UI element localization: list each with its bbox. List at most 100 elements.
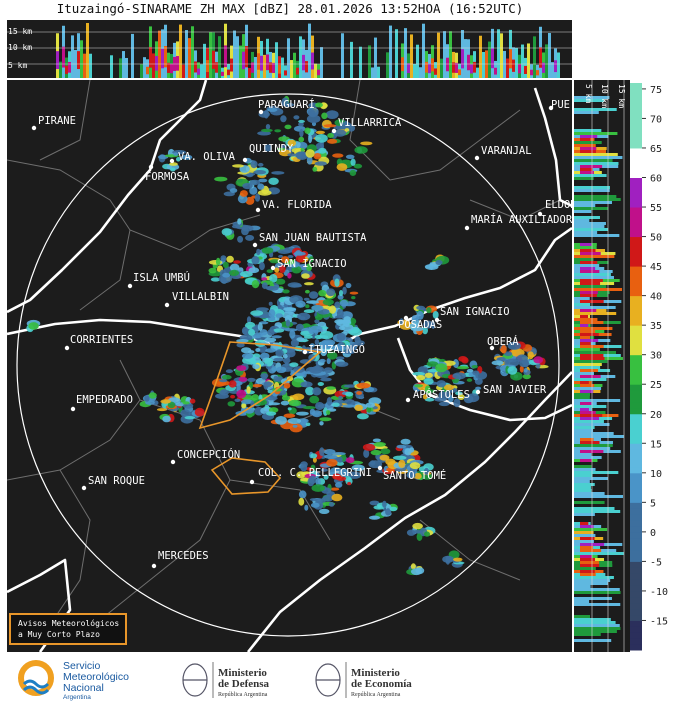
colorbar-tick-label: 5 xyxy=(650,498,656,509)
city-name: SAN JUAN BAUTISTA xyxy=(259,232,367,244)
colorbar-segment xyxy=(630,620,642,627)
echo-core xyxy=(580,321,604,324)
colorbar-segment xyxy=(630,301,642,308)
echo-row xyxy=(574,495,624,498)
echo xyxy=(305,304,310,309)
echo xyxy=(415,567,425,575)
echo xyxy=(194,407,205,417)
echo xyxy=(273,328,285,333)
echo-core xyxy=(242,51,245,70)
city-dot xyxy=(252,242,258,248)
echo xyxy=(435,260,443,265)
echo xyxy=(250,310,264,316)
echo xyxy=(275,416,287,425)
echo xyxy=(287,282,302,288)
echo xyxy=(275,313,283,318)
echo-column xyxy=(404,28,407,78)
echo xyxy=(438,401,450,407)
echo-core xyxy=(580,375,601,378)
echo xyxy=(385,458,396,466)
echo-row xyxy=(574,366,601,369)
echo xyxy=(305,386,315,396)
echo xyxy=(328,502,335,507)
logo-text: República Argentina xyxy=(218,692,268,698)
echo xyxy=(335,482,343,488)
echo-column xyxy=(233,30,236,78)
echo-row xyxy=(574,429,594,432)
echo-column xyxy=(527,43,530,78)
colorbar-segment xyxy=(630,579,642,586)
echo-column xyxy=(506,58,509,78)
colorbar-segment xyxy=(630,147,642,155)
echo-column xyxy=(449,31,452,78)
echo-column xyxy=(515,47,518,78)
colorbar-tick-label: 70 xyxy=(650,114,662,125)
echo-core xyxy=(272,62,275,73)
echo xyxy=(283,382,291,389)
echo xyxy=(287,153,296,157)
city-dot xyxy=(164,302,170,308)
echo xyxy=(452,359,459,368)
echo-row xyxy=(574,159,613,162)
colorbar-segment xyxy=(630,585,642,592)
echo xyxy=(369,500,380,506)
city-dot xyxy=(489,345,495,351)
echo xyxy=(298,119,305,123)
echo xyxy=(245,196,255,205)
echo xyxy=(336,344,341,350)
echo xyxy=(323,474,329,480)
echo xyxy=(308,291,319,299)
echo xyxy=(290,339,299,347)
height-label: 15 km xyxy=(617,84,626,108)
echo-core xyxy=(266,54,269,71)
colorbar-segment xyxy=(630,508,642,515)
city-dot xyxy=(70,406,76,412)
echo xyxy=(170,167,176,172)
echo xyxy=(237,218,242,225)
colorbar-segment xyxy=(630,531,642,539)
echo xyxy=(337,456,343,463)
echo-row xyxy=(574,630,617,633)
echo-column xyxy=(179,24,182,78)
colorbar-segment xyxy=(630,644,642,651)
echo xyxy=(336,163,348,171)
echo xyxy=(257,131,271,136)
echo-core xyxy=(580,252,601,255)
echo xyxy=(334,278,340,287)
echo xyxy=(308,475,317,484)
colorbar-segment xyxy=(630,130,642,137)
echo xyxy=(310,325,323,333)
city-name: VARANJAL xyxy=(481,145,532,157)
echo xyxy=(234,398,241,402)
echo xyxy=(246,316,252,324)
shield-logo xyxy=(182,663,341,697)
echo-row xyxy=(574,597,612,600)
echo-column xyxy=(320,47,323,78)
echo-core xyxy=(155,55,158,71)
colorbar-tick-label: 15 xyxy=(650,439,662,450)
echo xyxy=(221,228,232,236)
colorbar-segment xyxy=(630,632,642,639)
echo xyxy=(424,397,435,402)
echo-column xyxy=(152,53,155,78)
echo xyxy=(222,261,229,269)
echo xyxy=(342,286,347,295)
echo xyxy=(256,248,261,256)
colorbar-segment xyxy=(630,366,642,373)
logo-text: Nacional xyxy=(63,682,104,694)
echo-row xyxy=(574,312,617,315)
city-name: PUE xyxy=(551,99,570,111)
logo-text: de Defensa xyxy=(218,678,270,690)
echo xyxy=(263,109,269,119)
echo xyxy=(406,472,416,479)
colorbar-segment xyxy=(630,136,642,143)
colorbar-segment xyxy=(630,472,642,480)
echo xyxy=(300,147,305,152)
echo xyxy=(339,468,349,477)
echo xyxy=(268,301,273,306)
echo-row xyxy=(574,468,596,471)
colorbar-segment xyxy=(630,378,642,385)
colorbar-tick-label: 75 xyxy=(650,85,662,96)
